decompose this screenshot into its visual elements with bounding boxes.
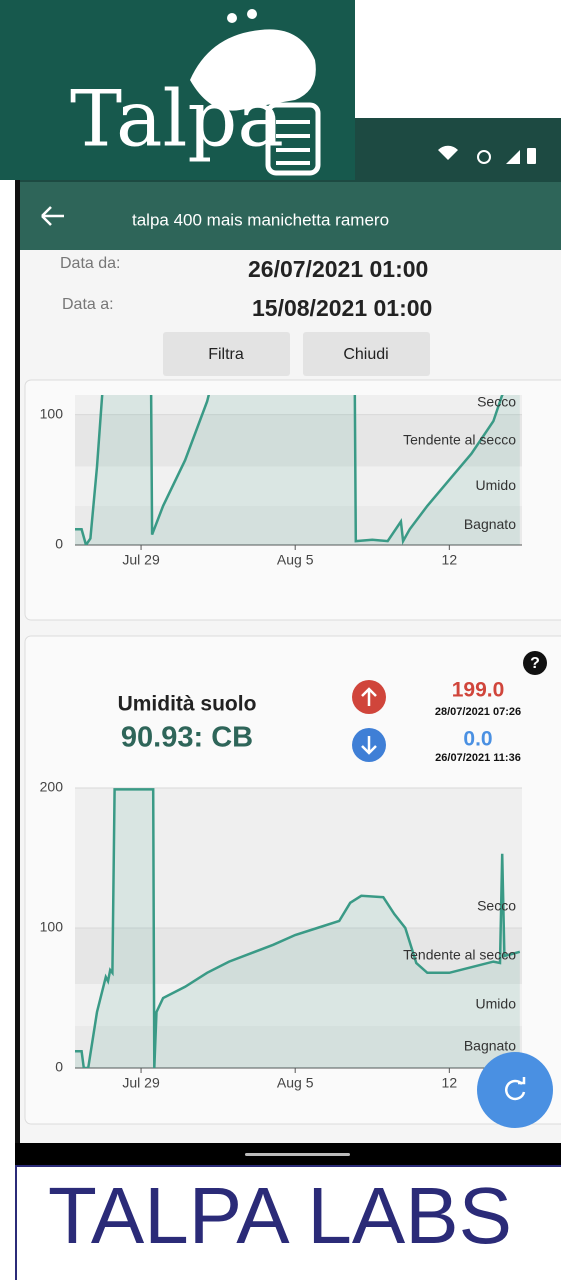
zone-band [75,466,522,506]
x-tick-label: Jul 29 [122,552,160,568]
chart: 0 100 200 Jul 29 Aug 5 12 Secco Tendente al sec… [40,779,522,1091]
zone-band [75,984,522,1026]
line [75,395,504,545]
nav-handle [245,1153,350,1156]
zone-band [75,1026,522,1068]
y-tick-label: 0 [55,1059,63,1075]
brand: TALPA LABS [48,1171,512,1260]
filter-button[interactable] [163,332,290,376]
max-value: 199.0 [452,679,505,702]
zone-label: Secco [477,898,516,914]
filter-button-label: Filtra [208,346,244,363]
zone-band [75,928,522,984]
svg-text:?: ? [530,655,540,672]
logo-mole [190,9,321,176]
zone-label: Bagnato [464,516,516,532]
min-time: 26/07/2021 11:36 [435,752,521,764]
y-tick-label: 100 [40,919,64,935]
chart: 0 100 Jul 29 Aug 5 12 Secco Tendente al secco U… [40,394,522,568]
zone-label: Tendente al secco [403,431,516,447]
to-label: Data a: [62,296,114,313]
app-bar [15,182,561,250]
zone-band [75,505,522,545]
x-tick-label: Aug 5 [277,552,314,568]
refresh-button[interactable] [477,1052,553,1128]
y-tick-label: 100 [40,405,64,421]
back-button[interactable] [41,206,64,226]
y-tick-label: 200 [40,779,64,795]
zone-band [75,395,522,415]
area [75,395,520,545]
zone-label: Bagnato [464,1038,516,1054]
from-label: Data da: [60,255,120,272]
close-button-label: Chiudi [343,346,388,363]
logo-text: Talpa [70,75,284,165]
from-value: 26/07/2021 01:00 [248,256,428,282]
to-value: 15/08/2021 01:00 [252,295,432,321]
sensor-title: Umidità suolo [118,693,257,716]
x-tick-label: Aug 5 [277,1075,314,1091]
x-tick-label: 12 [442,552,458,568]
zone-label: Secco [477,394,516,410]
sensor-value: 90.93: CB [121,722,253,754]
x-tick-label: Jul 29 [122,1075,160,1091]
status-icons [438,145,536,164]
zone-band [75,414,522,467]
zone-label: Umido [476,477,517,493]
charts: 0 100 Jul 29 Aug 5 12 Secco Tendente al secco U… [40,394,522,1091]
line [75,788,521,1068]
frame-line [15,1165,17,1280]
frame-line [15,1165,561,1167]
zone-band [75,788,522,928]
min-icon [352,728,386,762]
help-button[interactable]: ? [523,651,547,675]
app-title: talpa 400 mais manichetta ramero [132,210,389,229]
zone-label: Umido [476,996,517,1012]
max-time: 28/07/2021 07:26 [435,706,521,718]
zone-label: Tendente al secco [403,947,516,963]
max-icon [352,680,386,714]
area [75,789,520,1068]
close-button[interactable] [303,332,430,376]
phone-edge [15,118,20,1165]
x-tick-label: 12 [442,1075,458,1091]
y-tick-label: 0 [55,536,63,552]
min-value: 0.0 [463,728,492,751]
